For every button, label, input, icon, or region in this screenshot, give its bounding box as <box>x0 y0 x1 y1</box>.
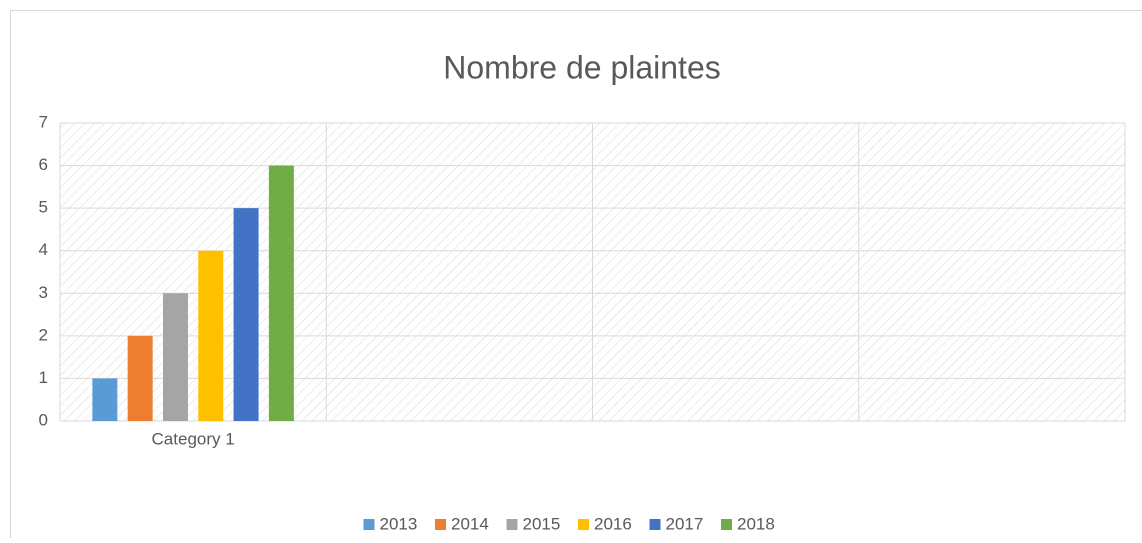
legend-swatch <box>364 519 375 530</box>
legend-label: 2015 <box>523 514 561 533</box>
bar <box>198 251 223 421</box>
bar <box>234 208 259 421</box>
y-tick-label: 7 <box>39 112 48 131</box>
legend-label: 2018 <box>737 514 775 533</box>
y-tick-label: 4 <box>39 240 48 259</box>
bar <box>128 336 153 421</box>
legend-label: 2014 <box>451 514 489 533</box>
bar <box>163 293 188 421</box>
y-tick-label: 2 <box>39 325 48 344</box>
legend-label: 2016 <box>594 514 632 533</box>
legend-label: 2017 <box>666 514 704 533</box>
legend-swatch <box>650 519 661 530</box>
y-tick-label: 5 <box>39 198 48 217</box>
y-tick-label: 3 <box>39 283 48 302</box>
x-tick-label: Category 1 <box>152 429 235 448</box>
legend-swatch <box>578 519 589 530</box>
legend-swatch <box>507 519 518 530</box>
chart-title: Nombre de plaintes <box>443 49 720 85</box>
y-tick-label: 0 <box>39 410 48 429</box>
legend-label: 2013 <box>380 514 418 533</box>
legend-swatch <box>435 519 446 530</box>
y-tick-label: 1 <box>39 368 48 387</box>
bar <box>269 166 294 421</box>
y-tick-label: 6 <box>39 155 48 174</box>
legend-swatch <box>721 519 732 530</box>
bar <box>92 378 117 421</box>
